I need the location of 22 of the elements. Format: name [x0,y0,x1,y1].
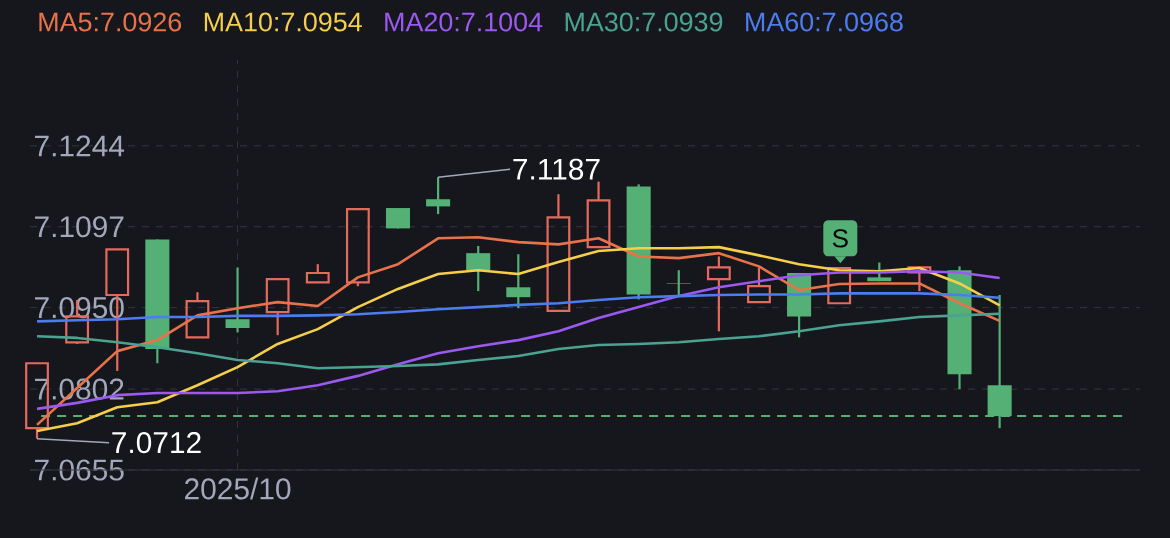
y-tick-label: 7.1244 [35,135,125,157]
candlestick [747,266,771,304]
candlestick [265,277,290,337]
annotation: 7.0712 [112,432,201,454]
text: MA20:7.1004 [385,12,543,32]
candlestick [586,180,611,249]
x-tick-label: 2025/10 [185,477,291,500]
candlestick [225,266,250,334]
candlestick [827,266,852,305]
candlestick [426,176,451,216]
text: MA10:7.0954 [204,12,362,32]
text: MA30:7.0939 [565,12,723,32]
annotation: 7.1187 [513,158,600,180]
candlestick [185,291,210,339]
candlestick [546,193,571,313]
candlestick [907,266,932,293]
y-tick-label: 7.0655 [35,459,124,481]
candlestick [666,269,691,297]
annotation: S [832,229,848,248]
text: MA60:7.0968 [746,12,903,32]
y-tick-label: 7.1097 [35,216,124,238]
text: MA5:7.0926 [39,12,182,32]
